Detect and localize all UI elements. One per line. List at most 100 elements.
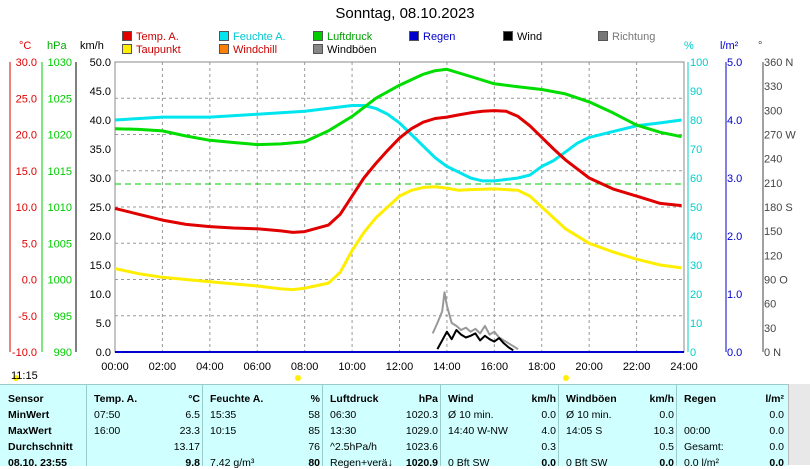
hum-tick-label: 10 <box>690 318 702 330</box>
press-tick-label: 1020 <box>48 130 72 142</box>
legend-swatch <box>122 44 132 54</box>
stats-cell-label: 15:35 <box>210 409 237 421</box>
legend-item: Luftdruck <box>313 31 372 44</box>
dir-tick-label: 30 <box>764 323 776 335</box>
stats-cell-value: 13.17 <box>173 441 200 453</box>
x-tick-label: 16:00 <box>481 361 509 373</box>
legend-label: Richtung <box>612 31 656 43</box>
press-tick-label: 1005 <box>48 238 72 250</box>
stats-cell-value: 58 <box>308 409 320 421</box>
rain-axis-unit: l/m² <box>720 40 739 52</box>
wind-axis-unit: km/h <box>80 40 104 52</box>
stats-cell-value: 9.8 <box>185 457 200 469</box>
stats-cell-value: 1020.3 <box>405 409 438 421</box>
press-tick-label: 990 <box>54 347 72 359</box>
scrollbar[interactable] <box>788 384 810 465</box>
stats-column-unit: % <box>310 393 320 405</box>
marker-dot <box>563 375 569 381</box>
stats-separator <box>676 385 677 466</box>
legend-swatch <box>313 31 323 41</box>
x-tick-label: 24:00 <box>670 361 698 373</box>
stats-cell-label: 0 Bft SW <box>566 457 608 469</box>
legend-item: Richtung <box>598 31 655 44</box>
x-tick-label: 02:00 <box>149 361 177 373</box>
stats-cell-label: 0.0 l/m² <box>684 457 720 469</box>
stats-cell-value: 0.5 <box>659 441 674 453</box>
stats-cell-value: 0.0 <box>769 425 784 437</box>
temp-tick-label: 5.0 <box>22 238 37 250</box>
press-tick-label: 1015 <box>48 166 72 178</box>
temperature-series-line <box>114 109 682 234</box>
dir-tick-label: 240 <box>764 154 782 166</box>
stats-column-header: Windböen <box>566 393 617 405</box>
stats-column-unit: °C <box>188 393 200 405</box>
legend-swatch <box>219 44 229 54</box>
legend-item: Regen <box>409 31 455 44</box>
stats-column-header: Wind <box>448 393 474 405</box>
hum-tick-label: 20 <box>690 289 702 301</box>
dir-tick-label: 60 <box>764 299 776 311</box>
stats-column-header: Luftdruck <box>330 393 379 405</box>
stats-panel: Sensor MinWert MaxWert Durchschnitt 08.10. 2… <box>0 384 788 469</box>
stats-cell-label: 10:15 <box>210 425 237 437</box>
dir-tick-label: 360 N <box>764 57 793 69</box>
dir-axis-unit: ° <box>758 40 763 52</box>
temp-tick-label: 30.0 <box>16 57 37 69</box>
stats-column-header: Regen <box>684 393 717 405</box>
legend-swatch <box>503 31 513 41</box>
dewpoint-series-line <box>114 185 682 292</box>
time-readout: 11:15 <box>11 370 38 382</box>
stats-cell-label: 07:50 <box>94 409 121 421</box>
x-tick-label: 04:00 <box>196 361 224 373</box>
stats-column-header: Temp. A. <box>94 393 138 405</box>
stats-row-label: MinWert <box>8 409 50 421</box>
legend-label: Luftdruck <box>327 31 373 43</box>
press-axis-unit: hPa <box>47 40 67 52</box>
stats-column-header: Feuchte A. <box>210 393 264 405</box>
x-tick-label: 00:00 <box>101 361 129 373</box>
stats-column-unit: km/h <box>649 393 674 405</box>
legend-swatch <box>598 31 608 41</box>
legend-item: Windchill <box>219 44 277 57</box>
dir-tick-label: 330 <box>764 81 782 93</box>
wind-tick-label: 35.0 <box>90 144 111 156</box>
marker-dot <box>295 375 301 381</box>
stats-row-label: Durchschnitt <box>8 441 73 453</box>
stats-cell-value: 0.0 <box>659 409 674 421</box>
wind-tick-label: 5.0 <box>96 318 111 330</box>
wind-tick-label: 20.0 <box>90 231 111 243</box>
temp-tick-label: 15.0 <box>16 166 37 178</box>
x-tick-label: 14:00 <box>433 361 461 373</box>
stats-cell-value: 0.0 <box>659 457 674 469</box>
legend-item: Windböen <box>313 44 377 57</box>
legend-swatch <box>313 44 323 54</box>
stats-cell-value: 0.3 <box>541 441 556 453</box>
press-tick-label: 1010 <box>48 202 72 214</box>
stats-row-label: Sensor <box>8 393 44 405</box>
hum-tick-label: 100 <box>690 57 708 69</box>
stats-cell-label: 14:40 W-NW <box>448 425 508 437</box>
stats-cell-value: 23.3 <box>179 425 200 437</box>
stats-cell-label: Ø 10 min. <box>448 409 494 421</box>
stats-cell-value: 0.0 <box>769 441 784 453</box>
wind-tick-label: 10.0 <box>90 289 111 301</box>
stats-cell-value: 0.0 <box>541 409 556 421</box>
stats-separator <box>440 385 441 466</box>
legend-item: Feuchte A. <box>219 31 286 44</box>
hum-tick-label: 80 <box>690 115 702 127</box>
stats-cell-value: 6.5 <box>185 409 200 421</box>
stats-column-unit: km/h <box>531 393 556 405</box>
hum-tick-label: 0 <box>690 347 696 359</box>
temp-tick-label: -5.0 <box>18 311 37 323</box>
wind-tick-label: 15.0 <box>90 260 111 272</box>
stats-cell-value: 0.0 <box>541 457 556 469</box>
stats-cell-value: 0.0 <box>769 409 784 421</box>
stats-cell-label: 13:30 <box>330 425 357 437</box>
hum-tick-label: 90 <box>690 86 702 98</box>
legend-swatch <box>219 31 229 41</box>
legend-label: Windchill <box>233 44 278 56</box>
temp-axis-unit: °C <box>19 40 32 52</box>
rain-tick-label: 0.0 <box>727 347 742 359</box>
rain-tick-label: 1.0 <box>727 289 742 301</box>
legend-label: Regen <box>423 31 456 43</box>
